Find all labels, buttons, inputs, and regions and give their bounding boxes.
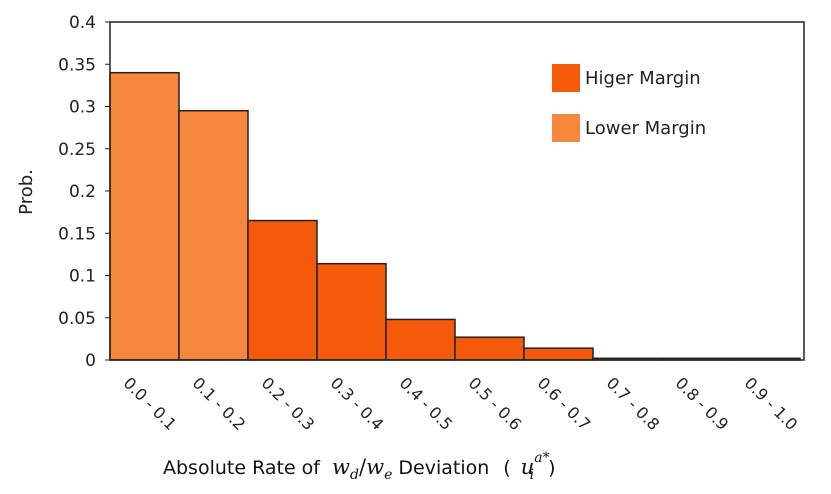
- bar-6: [523, 347, 594, 361]
- y-tick-label: 0.35: [58, 55, 96, 75]
- y-tick-label: 0.4: [69, 13, 96, 33]
- x-axis-title-middle: Deviation: [392, 457, 489, 479]
- legend-swatch-lower-margin: [552, 114, 580, 142]
- x-axis-title-math-w2: w: [366, 455, 384, 479]
- y-axis: 0 0.05 0.1 0.15 0.2 0.25 0.3 0.35 0.4: [58, 13, 110, 371]
- x-axis-title-slash: /: [359, 455, 367, 479]
- x-axis-title-math-e: e: [384, 467, 392, 483]
- x-tick-label: 0.0 - 0.1: [120, 373, 181, 434]
- legend: Higer Margin Lower Margin: [552, 64, 706, 142]
- legend-label-lower-margin: Lower Margin: [585, 118, 706, 139]
- x-axis-title-math-sup: a*: [534, 450, 549, 466]
- y-axis-title: Prob.: [16, 169, 37, 215]
- legend-label-higer-margin: Higer Margin: [585, 68, 701, 89]
- x-axis-title-paren-close: ): [548, 457, 555, 479]
- y-tick-label: 0.15: [58, 224, 96, 244]
- x-tick-label: 0.7 - 0.8: [603, 373, 664, 434]
- x-tick-label: 0.4 - 0.5: [396, 373, 457, 434]
- x-tick-label: 0.9 - 1.0: [741, 373, 802, 434]
- x-axis-title-math-i: i: [530, 467, 534, 483]
- bar-4: [385, 318, 456, 361]
- x-axis-title-math-d: d: [350, 467, 359, 483]
- y-tick-label: 0: [85, 351, 96, 371]
- bars: [109, 71, 801, 361]
- x-tick-label: 0.2 - 0.3: [258, 373, 319, 434]
- y-tick-label: 0.05: [58, 309, 96, 329]
- x-tick-label: 0.5 - 0.6: [465, 373, 526, 434]
- bar-0: [109, 71, 180, 361]
- bar-1: [178, 109, 249, 361]
- x-tick-label: 0.8 - 0.9: [672, 373, 733, 434]
- bar-5: [454, 336, 525, 361]
- x-axis-title-math-w: w: [332, 455, 350, 479]
- y-tick-label: 0.2: [69, 182, 96, 202]
- y-tick-label: 0.3: [69, 98, 96, 118]
- x-tick-label: 0.1 - 0.2: [189, 373, 250, 434]
- x-axis-title-prefix: Absolute Rate of: [163, 457, 326, 479]
- x-axis-title-paren-open: (: [503, 457, 510, 479]
- x-axis: 0.0 - 0.1 0.1 - 0.2 0.2 - 0.3 0.3 - 0.4 0.4 …: [120, 373, 802, 434]
- x-tick-label: 0.6 - 0.7: [534, 373, 595, 434]
- legend-swatch-higer-margin: [552, 64, 580, 92]
- x-tick-label: 0.3 - 0.4: [327, 373, 388, 434]
- bar-3: [316, 262, 387, 361]
- x-axis-title: Absolute Rate of wd/we Deviation(ua* i): [163, 450, 556, 483]
- y-tick-label: 0.25: [58, 140, 96, 160]
- x-axis-title-math-u: u: [521, 455, 535, 479]
- y-tick-label: 0.1: [69, 267, 96, 287]
- bar-2: [247, 219, 318, 361]
